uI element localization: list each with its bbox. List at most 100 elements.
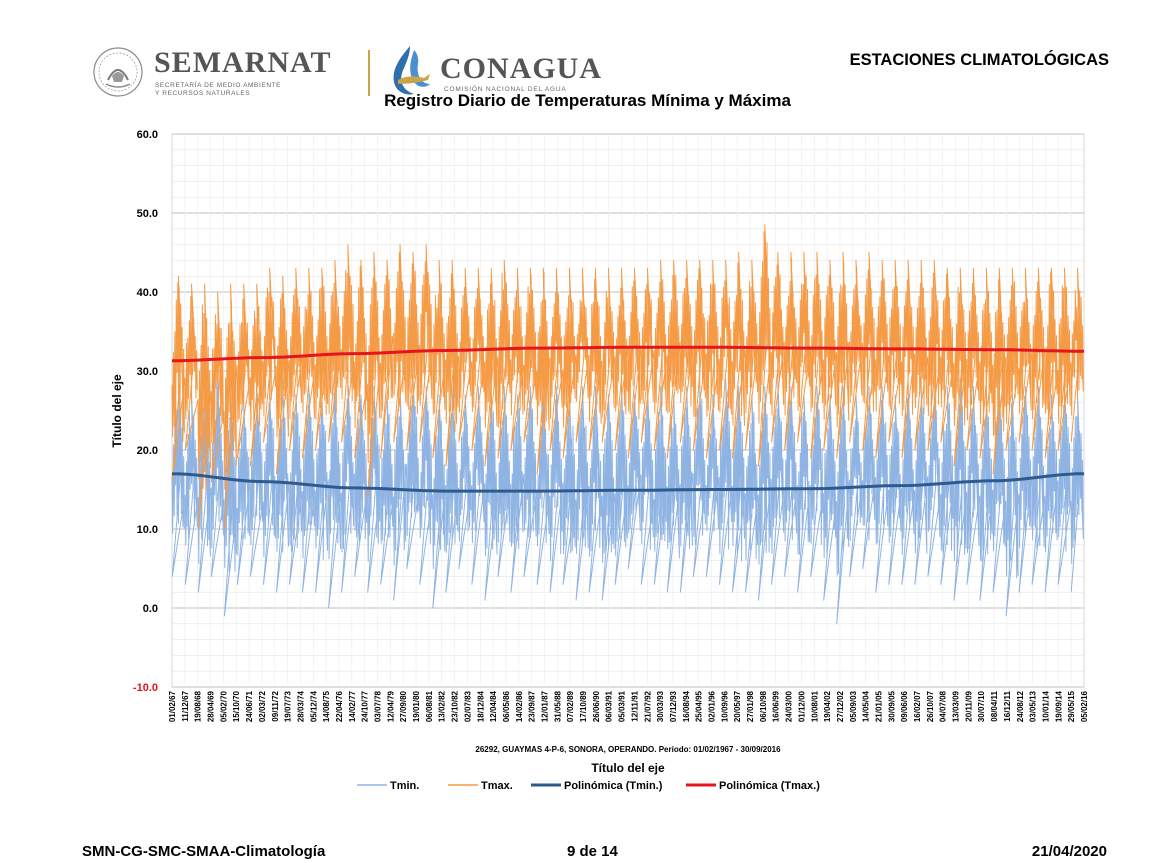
temperature-chart: 60.0 50.0 40.0 30.0 20.0 10.0 0.0 -10.0 01/02/67… [110,129,1089,792]
x-tick-label: 22/04/76 [335,690,344,722]
x-tick-label: 04/07/08 [939,690,948,722]
x-tick-label: 27/12/02 [836,690,845,722]
x-tick-label: 30/07/10 [977,690,986,722]
semarnat-subtitle-line2: Y RECURSOS NATURALES [155,89,251,97]
daily-series-line [171,378,1084,625]
x-tick-label: 05/03/91 [618,690,627,722]
y-tick-label: 10.0 [137,524,158,536]
x-tick-label: 19/08/68 [194,690,203,722]
x-tick-label: 14/02/77 [348,690,357,722]
daily-series-line [171,224,1084,530]
x-tick-label: 01/12/00 [797,690,806,722]
polynomial-trend-line [172,345,1085,363]
x-tick-label: 07/12/93 [669,690,678,722]
x-tick-label: 29/05/15 [1067,690,1076,722]
conagua-logo-icon [393,46,430,95]
x-tick-label: 21/07/92 [643,690,652,722]
legend: Tmin. Tmax. Polinómica (Tmin.) Polinómica (… [357,780,820,792]
x-tick-label: 20/11/09 [964,690,973,721]
footer-page-number: 9 de 14 [567,843,618,860]
x-tick-label: 02/03/72 [258,690,267,722]
x-tick-label: 15/10/70 [232,690,241,722]
semarnat-subtitle-line1: SECRETARÍA DE MEDIO AMBIENTE [155,82,282,89]
x-tick-label: 27/09/80 [399,690,408,722]
x-tick-label: 17/10/89 [579,690,588,722]
x-tick-label: 03/07/78 [374,690,383,722]
x-tick-label: 27/01/98 [746,690,755,722]
x-tick-label: 06/03/91 [605,690,614,722]
legend-label: Tmin. [390,780,419,792]
x-tick-label: 13/02/82 [438,690,447,722]
legend-label: Polinómica (Tmax.) [719,780,820,792]
x-tick-label: 12/04/84 [489,690,498,722]
x-tick-label: 23/09/87 [528,690,537,722]
conagua-wordmark: CONAGUA [440,52,602,85]
x-tick-label: 19/09/14 [1054,690,1063,722]
x-tick-label: 24/10/77 [361,690,370,722]
x-tick-label: 14/05/04 [862,690,871,722]
legend-label: Tmax. [481,780,513,792]
chart-title-text: Registro Diario de Temperaturas Mínima y… [384,91,791,110]
x-tick-label: 01/02/67 [168,690,177,722]
y-tick-label: 0.0 [143,603,158,615]
x-tick-label: 24/06/71 [245,690,254,722]
polynomial-trend-line [171,472,1085,493]
logo-divider [368,50,370,96]
x-tick-label: 06/10/98 [759,690,768,722]
y-tick-label: 30.0 [137,366,158,378]
grid-layer [171,133,1085,688]
trend-layer [171,345,1085,493]
axis-layer: 60.0 50.0 40.0 30.0 20.0 10.0 0.0 -10.0 01/02/67… [133,129,1089,722]
x-tick-label: 05/02/70 [219,690,228,722]
x-tick-label: 10/08/01 [810,690,819,722]
x-tick-label: 23/10/82 [451,690,460,722]
x-tick-label: 05/02/16 [1080,690,1089,722]
footer-date: 21/04/2020 [1031,843,1107,860]
x-tick-label: 19/01/80 [412,690,421,722]
x-axis-title: Título del eje [591,761,665,775]
x-tick-label: 24/03/00 [785,690,794,722]
x-tick-label: 12/04/79 [386,690,395,722]
document-title: ESTACIONES CLIMATOLÓGICAS [849,51,1109,69]
x-tick-label: 30/09/05 [887,690,896,722]
x-tick-label: 09/06/06 [900,690,909,722]
x-tick-label: 14/02/86 [515,690,524,722]
x-tick-label: 08/04/11 [990,690,999,721]
x-tick-label: 03/05/13 [1029,690,1038,722]
semarnat-subtitle: SECRETARÍA DE MEDIO AMBIENTE Y RECURSOS … [155,82,315,97]
x-tick-label: 16/08/94 [682,690,691,722]
tmax-series [171,224,1084,530]
y-tick-label: -10.0 [133,682,158,694]
x-tick-label: 26/06/90 [592,690,601,722]
y-tick-label: 60.0 [137,129,158,141]
x-tick-label: 19/07/73 [284,690,293,722]
chart-title: Registro Diario de Temperaturas Mínima y… [0,91,1175,111]
chart-subtitle: 26292, GUAYMAS 4-P-6, SONORA, OPERANDO. … [475,745,781,754]
x-tick-label: 28/03/74 [296,690,305,722]
x-tick-label: 19/04/02 [823,690,832,722]
x-tick-label: 25/04/95 [695,690,704,722]
x-tick-label: 05/09/03 [849,690,858,722]
x-tick-label: 16/06/99 [772,690,781,722]
x-tick-label: 18/12/84 [476,690,485,722]
mexico-seal-icon [93,47,143,97]
x-tick-label: 16/02/07 [913,690,922,722]
y-axis-title: Título del eje [110,374,124,448]
x-tick-label: 13/03/09 [952,690,961,722]
x-tick-label: 31/05/88 [553,690,562,722]
footer-document-code: SMN-CG-SMC-SMAA-Climatología [82,843,326,860]
x-tick-label: 28/04/69 [207,690,216,722]
x-tick-label: 10/01/14 [1041,690,1050,722]
legend-label: Polinómica (Tmin.) [564,780,663,792]
x-tick-label: 02/07/83 [463,690,472,722]
x-tick-label: 16/12/11 [1003,690,1012,721]
x-tick-label: 07/02/89 [566,690,575,722]
x-tick-label: 02/01/96 [707,690,716,722]
x-tick-label: 20/05/97 [733,690,742,722]
x-tick-label: 12/01/87 [541,690,550,722]
header-logos: SEMARNAT SECRETARÍA DE MEDIO AMBIENTE Y … [92,44,652,104]
x-tick-label: 06/08/81 [425,690,434,722]
x-tick-label: 09/11/72 [271,690,280,721]
x-tick-label: 24/08/12 [1016,690,1025,722]
tmin-series [171,378,1084,625]
